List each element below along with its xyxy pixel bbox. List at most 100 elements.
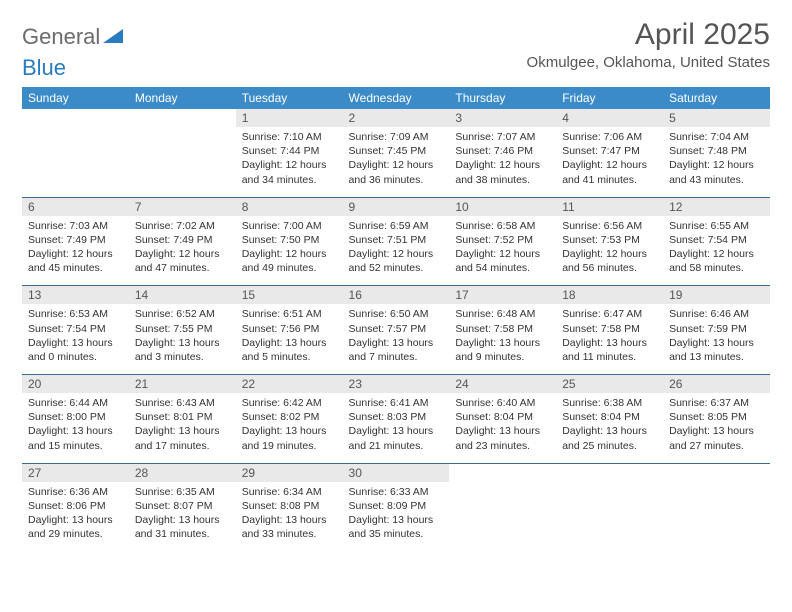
- calendar-day-cell: [556, 463, 663, 551]
- logo-text-blue: Blue: [22, 55, 770, 81]
- day-number: 8: [236, 198, 343, 216]
- calendar-day-cell: 13Sunrise: 6:53 AMSunset: 7:54 PMDayligh…: [22, 286, 129, 375]
- day-number: 14: [129, 286, 236, 304]
- day-details: Sunrise: 6:35 AMSunset: 8:07 PMDaylight:…: [129, 482, 236, 552]
- day-details: Sunrise: 7:06 AMSunset: 7:47 PMDaylight:…: [556, 127, 663, 197]
- calendar-day-cell: 27Sunrise: 6:36 AMSunset: 8:06 PMDayligh…: [22, 463, 129, 551]
- day-number: 16: [343, 286, 450, 304]
- calendar-day-cell: 14Sunrise: 6:52 AMSunset: 7:55 PMDayligh…: [129, 286, 236, 375]
- calendar-day-cell: 17Sunrise: 6:48 AMSunset: 7:58 PMDayligh…: [449, 286, 556, 375]
- day-number: 17: [449, 286, 556, 304]
- calendar-day-cell: [22, 109, 129, 197]
- day-number: 27: [22, 464, 129, 482]
- calendar-day-cell: 12Sunrise: 6:55 AMSunset: 7:54 PMDayligh…: [663, 197, 770, 286]
- calendar-table: Sunday Monday Tuesday Wednesday Thursday…: [22, 87, 770, 551]
- calendar-day-cell: 1Sunrise: 7:10 AMSunset: 7:44 PMDaylight…: [236, 109, 343, 197]
- calendar-week-row: 27Sunrise: 6:36 AMSunset: 8:06 PMDayligh…: [22, 463, 770, 551]
- day-details: Sunrise: 6:47 AMSunset: 7:58 PMDaylight:…: [556, 304, 663, 374]
- calendar-day-cell: 19Sunrise: 6:46 AMSunset: 7:59 PMDayligh…: [663, 286, 770, 375]
- calendar-body: 1Sunrise: 7:10 AMSunset: 7:44 PMDaylight…: [22, 109, 770, 551]
- weekday-header: Sunday: [22, 87, 129, 109]
- weekday-header: Saturday: [663, 87, 770, 109]
- day-details: Sunrise: 6:52 AMSunset: 7:55 PMDaylight:…: [129, 304, 236, 374]
- day-number: 18: [556, 286, 663, 304]
- calendar-day-cell: [449, 463, 556, 551]
- calendar-day-cell: [663, 463, 770, 551]
- day-number: 26: [663, 375, 770, 393]
- day-number: 19: [663, 286, 770, 304]
- day-details: Sunrise: 6:48 AMSunset: 7:58 PMDaylight:…: [449, 304, 556, 374]
- calendar-week-row: 6Sunrise: 7:03 AMSunset: 7:49 PMDaylight…: [22, 197, 770, 286]
- page-title: April 2025: [527, 18, 770, 52]
- calendar-day-cell: 29Sunrise: 6:34 AMSunset: 8:08 PMDayligh…: [236, 463, 343, 551]
- day-details: Sunrise: 7:02 AMSunset: 7:49 PMDaylight:…: [129, 216, 236, 286]
- weekday-header-row: Sunday Monday Tuesday Wednesday Thursday…: [22, 87, 770, 109]
- day-number: 3: [449, 109, 556, 127]
- day-number: 6: [22, 198, 129, 216]
- calendar-day-cell: 28Sunrise: 6:35 AMSunset: 8:07 PMDayligh…: [129, 463, 236, 551]
- day-details: Sunrise: 6:36 AMSunset: 8:06 PMDaylight:…: [22, 482, 129, 552]
- calendar-day-cell: 11Sunrise: 6:56 AMSunset: 7:53 PMDayligh…: [556, 197, 663, 286]
- logo-text-gray: General: [22, 24, 100, 50]
- calendar-week-row: 20Sunrise: 6:44 AMSunset: 8:00 PMDayligh…: [22, 375, 770, 464]
- calendar-day-cell: 3Sunrise: 7:07 AMSunset: 7:46 PMDaylight…: [449, 109, 556, 197]
- day-details: Sunrise: 7:09 AMSunset: 7:45 PMDaylight:…: [343, 127, 450, 197]
- day-details: Sunrise: 6:50 AMSunset: 7:57 PMDaylight:…: [343, 304, 450, 374]
- day-details: Sunrise: 7:04 AMSunset: 7:48 PMDaylight:…: [663, 127, 770, 197]
- weekday-header: Friday: [556, 87, 663, 109]
- calendar-day-cell: 2Sunrise: 7:09 AMSunset: 7:45 PMDaylight…: [343, 109, 450, 197]
- calendar-day-cell: 30Sunrise: 6:33 AMSunset: 8:09 PMDayligh…: [343, 463, 450, 551]
- day-details: Sunrise: 6:56 AMSunset: 7:53 PMDaylight:…: [556, 216, 663, 286]
- weekday-header: Tuesday: [236, 87, 343, 109]
- weekday-header: Monday: [129, 87, 236, 109]
- day-details: Sunrise: 7:03 AMSunset: 7:49 PMDaylight:…: [22, 216, 129, 286]
- calendar-day-cell: 10Sunrise: 6:58 AMSunset: 7:52 PMDayligh…: [449, 197, 556, 286]
- calendar-day-cell: 5Sunrise: 7:04 AMSunset: 7:48 PMDaylight…: [663, 109, 770, 197]
- calendar-day-cell: 18Sunrise: 6:47 AMSunset: 7:58 PMDayligh…: [556, 286, 663, 375]
- weekday-header: Wednesday: [343, 87, 450, 109]
- day-details: Sunrise: 7:00 AMSunset: 7:50 PMDaylight:…: [236, 216, 343, 286]
- day-details: Sunrise: 6:42 AMSunset: 8:02 PMDaylight:…: [236, 393, 343, 463]
- calendar-day-cell: 8Sunrise: 7:00 AMSunset: 7:50 PMDaylight…: [236, 197, 343, 286]
- calendar-day-cell: 22Sunrise: 6:42 AMSunset: 8:02 PMDayligh…: [236, 375, 343, 464]
- calendar-day-cell: 21Sunrise: 6:43 AMSunset: 8:01 PMDayligh…: [129, 375, 236, 464]
- calendar-day-cell: 6Sunrise: 7:03 AMSunset: 7:49 PMDaylight…: [22, 197, 129, 286]
- calendar-day-cell: 25Sunrise: 6:38 AMSunset: 8:04 PMDayligh…: [556, 375, 663, 464]
- calendar-day-cell: 23Sunrise: 6:41 AMSunset: 8:03 PMDayligh…: [343, 375, 450, 464]
- day-details: Sunrise: 6:53 AMSunset: 7:54 PMDaylight:…: [22, 304, 129, 374]
- day-details: Sunrise: 6:43 AMSunset: 8:01 PMDaylight:…: [129, 393, 236, 463]
- day-number: 13: [22, 286, 129, 304]
- day-details: Sunrise: 6:46 AMSunset: 7:59 PMDaylight:…: [663, 304, 770, 374]
- day-number: 24: [449, 375, 556, 393]
- day-number: 20: [22, 375, 129, 393]
- day-details: Sunrise: 6:41 AMSunset: 8:03 PMDaylight:…: [343, 393, 450, 463]
- day-number: 5: [663, 109, 770, 127]
- day-number: 7: [129, 198, 236, 216]
- calendar-week-row: 1Sunrise: 7:10 AMSunset: 7:44 PMDaylight…: [22, 109, 770, 197]
- calendar-day-cell: 16Sunrise: 6:50 AMSunset: 7:57 PMDayligh…: [343, 286, 450, 375]
- weekday-header: Thursday: [449, 87, 556, 109]
- day-number: 2: [343, 109, 450, 127]
- day-number: 25: [556, 375, 663, 393]
- day-details: Sunrise: 6:55 AMSunset: 7:54 PMDaylight:…: [663, 216, 770, 286]
- day-details: Sunrise: 6:40 AMSunset: 8:04 PMDaylight:…: [449, 393, 556, 463]
- day-details: Sunrise: 6:51 AMSunset: 7:56 PMDaylight:…: [236, 304, 343, 374]
- day-details: Sunrise: 6:58 AMSunset: 7:52 PMDaylight:…: [449, 216, 556, 286]
- day-number: 10: [449, 198, 556, 216]
- calendar-day-cell: 9Sunrise: 6:59 AMSunset: 7:51 PMDaylight…: [343, 197, 450, 286]
- day-number: 21: [129, 375, 236, 393]
- calendar-day-cell: 15Sunrise: 6:51 AMSunset: 7:56 PMDayligh…: [236, 286, 343, 375]
- day-details: Sunrise: 7:07 AMSunset: 7:46 PMDaylight:…: [449, 127, 556, 197]
- day-number: 9: [343, 198, 450, 216]
- calendar-day-cell: 26Sunrise: 6:37 AMSunset: 8:05 PMDayligh…: [663, 375, 770, 464]
- day-number: 29: [236, 464, 343, 482]
- day-number: 28: [129, 464, 236, 482]
- calendar-day-cell: 20Sunrise: 6:44 AMSunset: 8:00 PMDayligh…: [22, 375, 129, 464]
- day-details: Sunrise: 6:38 AMSunset: 8:04 PMDaylight:…: [556, 393, 663, 463]
- day-details: Sunrise: 6:33 AMSunset: 8:09 PMDaylight:…: [343, 482, 450, 552]
- day-details: Sunrise: 6:37 AMSunset: 8:05 PMDaylight:…: [663, 393, 770, 463]
- logo: General: [22, 18, 123, 50]
- logo-triangle-icon: [103, 29, 123, 45]
- day-details: Sunrise: 6:34 AMSunset: 8:08 PMDaylight:…: [236, 482, 343, 552]
- day-number: 12: [663, 198, 770, 216]
